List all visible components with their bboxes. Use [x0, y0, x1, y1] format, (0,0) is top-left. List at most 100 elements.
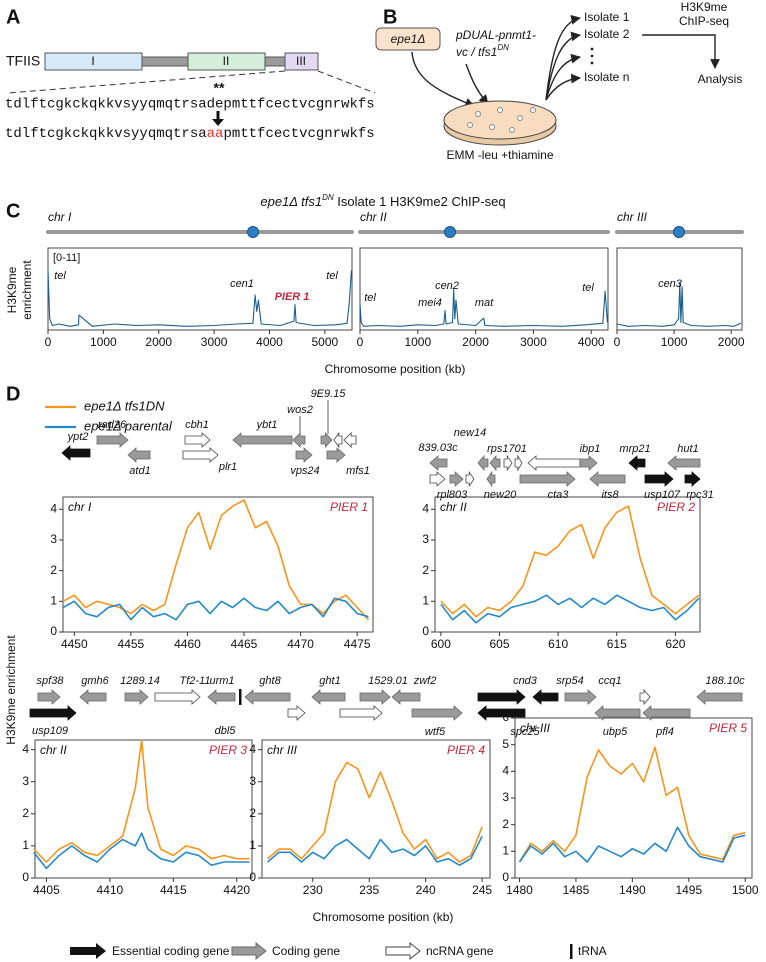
x-tick-label: 1000 [661, 335, 688, 349]
panel-d: H3K9me enrichment Chromosome position (k… [4, 635, 607, 961]
peak-annotation: mat [475, 297, 494, 309]
gene-arrow [127, 447, 151, 463]
x-tick-label: 610 [548, 637, 568, 651]
peak-annotation: cen1 [230, 278, 254, 290]
y-tick-label: 3 [249, 774, 256, 788]
y-tick-label: 1 [249, 838, 256, 852]
x-tick-label: 1500 [732, 883, 759, 897]
x-tick-label: 4405 [33, 883, 60, 897]
gene-label: ght1 [319, 675, 340, 687]
gene-arrow [684, 471, 701, 487]
gene-label: cbh1 [185, 419, 209, 431]
x-tick-label: 3000 [520, 335, 547, 349]
x-tick-label: 4475 [344, 637, 371, 651]
gene-label: pfl4 [655, 726, 674, 738]
gene-arrow [61, 445, 91, 461]
gene-label: Tf2-11 [180, 675, 211, 687]
chromosome-label: chr I [68, 500, 92, 514]
x-tick-label: 240 [416, 883, 436, 897]
gene-label: ght8 [259, 675, 281, 687]
gene-arrow [429, 455, 448, 471]
gene-label: usp109 [32, 725, 68, 737]
gene-label: cnd3 [513, 675, 538, 687]
gene-arrow [182, 447, 219, 463]
gene-label: rpl803 [437, 489, 468, 501]
isolate-label: Isolate 2 [584, 27, 630, 41]
gene-label: atd1 [129, 465, 150, 477]
peak-annotation: PIER 1 [275, 291, 310, 303]
x-tick-label: 4460 [174, 637, 201, 651]
trna-bar [239, 689, 242, 705]
gene-label: 1289.14 [120, 675, 160, 687]
gene-arrow [207, 689, 236, 705]
gene-arrow [184, 432, 211, 448]
panel-c: epe1Δ tfs1DN Isolate 1 H3K9me2 ChIP-seq … [5, 193, 505, 376]
gene-arrow [359, 689, 391, 705]
peak-annotation: cen3 [658, 278, 683, 290]
gene-arrow [477, 705, 526, 721]
mutation-arrowhead [212, 119, 224, 126]
gene-label: 9E9.15 [311, 388, 347, 400]
range-label: [0-11] [53, 252, 80, 264]
pier-label: PIER 5 [709, 721, 747, 735]
gene-arrow [519, 471, 576, 487]
y-axis-label: enrichment [20, 260, 34, 320]
data-line [616, 282, 742, 327]
x-axis-label: Chromosome position (kb) [313, 910, 454, 924]
y-tick-label: 0 [22, 870, 29, 884]
x-tick-label: 230 [303, 883, 323, 897]
gene-arrow [429, 471, 446, 487]
title-superscript: DN [322, 193, 334, 202]
analysis-arrow [642, 34, 720, 69]
gene-label: rpc31 [686, 489, 714, 501]
isolate-arrow [545, 14, 581, 101]
gene-arrow [79, 689, 107, 705]
gene-legend-label: ncRNA gene [426, 944, 494, 958]
gene-arrow [244, 689, 291, 705]
y-tick-label: 0 [502, 870, 509, 884]
ellipsis-dot [590, 61, 594, 65]
plasmid-label: pDUAL-pnmt1- [455, 28, 536, 42]
gene-arrow [232, 432, 293, 448]
data-line [518, 746, 746, 863]
x-tick-label: 4000 [256, 335, 283, 349]
panel-c-title: epe1Δ tfs1DN Isolate 1 H3K9me2 ChIP-seq [260, 193, 505, 209]
x-tick-label: 1000 [90, 335, 117, 349]
y-tick-label: 1 [50, 593, 57, 607]
gene-label: mrp21 [619, 443, 650, 455]
mutant-sequence: tdlftcgkckqkkvsyyqmqtrsaaapmttfcectvcgnr… [5, 126, 375, 142]
gene-arrow [449, 471, 464, 487]
data-line [359, 289, 608, 327]
x-tick-label: 615 [607, 637, 627, 651]
assay-label: ChIP-seq [679, 14, 729, 28]
peak-annotation: tel [364, 292, 376, 304]
x-tick-label: 245 [472, 883, 492, 897]
gene-legend-label: tRNA [578, 944, 607, 958]
x-tick-label: 4415 [160, 883, 187, 897]
centromere [247, 226, 259, 238]
data-line [62, 499, 370, 621]
panel-label: C [6, 200, 20, 222]
gene-arrow [514, 454, 523, 472]
gene-label: ypt2 [67, 431, 89, 443]
domain-box [44, 52, 143, 71]
chromosome-label: chr III [520, 721, 551, 735]
legend-ncrna-arrow [385, 941, 421, 961]
gene-arrow [532, 689, 559, 705]
peak-annotation: tel [54, 270, 66, 282]
gene-arrow [124, 689, 149, 705]
data-line [267, 835, 483, 866]
plot-frame [47, 247, 353, 331]
gene-label: wtf5 [425, 726, 446, 738]
x-tick-label: 0 [45, 335, 52, 349]
x-tick-label: 0 [357, 335, 364, 349]
gene-arrow [527, 455, 581, 471]
x-tick-label: 4000 [578, 335, 605, 349]
x-tick-label: 5000 [312, 335, 339, 349]
plot-frame [34, 739, 253, 879]
gene-label: 839.03c [418, 442, 458, 454]
gene-arrow [477, 454, 489, 472]
x-tick-label: 4455 [118, 637, 145, 651]
x-tick-label: 2000 [462, 335, 489, 349]
gene-arrow [292, 432, 306, 448]
